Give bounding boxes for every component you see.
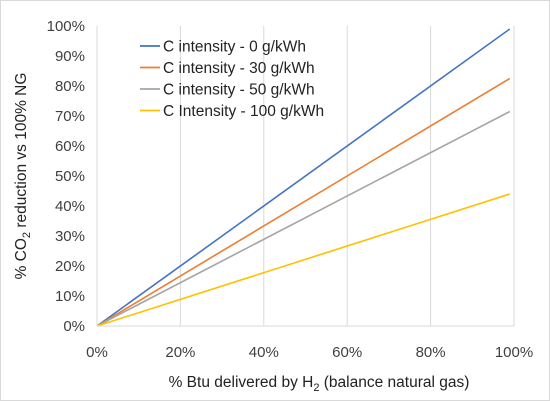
x-tick-label-0: 0% xyxy=(86,344,108,361)
x-tick-label-3: 60% xyxy=(332,344,362,361)
legend-label-1: C intensity - 30 g/kWh xyxy=(163,60,315,77)
y-tick-label-9: 90% xyxy=(55,48,85,65)
x-tick-label-1: 20% xyxy=(165,344,195,361)
series-line-1 xyxy=(96,77,511,327)
y-tick-label-4: 40% xyxy=(55,198,85,215)
y-tick-label-8: 80% xyxy=(55,78,85,95)
legend: C intensity - 0 g/kWh C intensity - 30 g/… xyxy=(140,39,324,120)
y-axis-title: % CO2 reduction vs 100% NG xyxy=(13,73,33,280)
x-axis-title: % Btu delivered by H2 (balance natural g… xyxy=(169,374,470,394)
series-line-2 xyxy=(96,110,511,327)
series-line-0 xyxy=(96,28,511,327)
y-tick-label-5: 50% xyxy=(55,168,85,185)
series-lines xyxy=(96,28,511,327)
y-tick-label-10: 100% xyxy=(47,18,85,35)
x-tick-label-5: 100% xyxy=(495,344,533,361)
y-tick-label-7: 70% xyxy=(55,108,85,125)
y-tick-label-3: 30% xyxy=(55,228,85,245)
x-tick-label-4: 80% xyxy=(416,344,446,361)
series-line-3 xyxy=(96,193,511,327)
legend-label-2: C intensity - 50 g/kWh xyxy=(163,82,315,99)
x-axis-ticks: 0% 20% 40% 60% 80% 100% xyxy=(86,344,533,361)
y-tick-label-1: 10% xyxy=(55,288,85,305)
y-axis-ticks: 0% 10% 20% 30% 40% 50% 60% 70% 80% 90% 100% xyxy=(47,18,85,335)
y-tick-label-6: 60% xyxy=(55,138,85,155)
x-tick-label-2: 40% xyxy=(249,344,279,361)
y-tick-label-2: 20% xyxy=(55,258,85,275)
y-tick-label-0: 0% xyxy=(63,318,85,335)
legend-label-0: C intensity - 0 g/kWh xyxy=(163,39,306,56)
legend-label-3: C Intensity - 100 g/kWh xyxy=(163,103,324,120)
